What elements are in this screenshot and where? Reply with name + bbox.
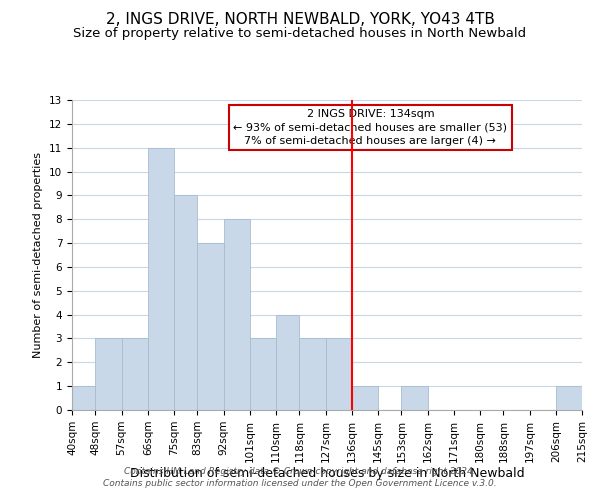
- Text: Contains HM Land Registry data © Crown copyright and database right 2024.
Contai: Contains HM Land Registry data © Crown c…: [103, 466, 497, 487]
- Bar: [352, 386, 378, 410]
- Bar: [326, 338, 352, 410]
- Bar: [148, 148, 174, 410]
- Text: Size of property relative to semi-detached houses in North Newbald: Size of property relative to semi-detach…: [73, 28, 527, 40]
- Bar: [250, 338, 276, 410]
- Text: 2 INGS DRIVE: 134sqm
← 93% of semi-detached houses are smaller (53)
7% of semi-d: 2 INGS DRIVE: 134sqm ← 93% of semi-detac…: [233, 110, 508, 146]
- Bar: [95, 338, 122, 410]
- Bar: [122, 338, 148, 410]
- Y-axis label: Number of semi-detached properties: Number of semi-detached properties: [34, 152, 43, 358]
- Bar: [299, 338, 326, 410]
- Bar: [276, 314, 299, 410]
- Bar: [197, 243, 224, 410]
- Bar: [556, 386, 582, 410]
- Bar: [72, 386, 95, 410]
- Bar: [224, 219, 250, 410]
- X-axis label: Distribution of semi-detached houses by size in North Newbald: Distribution of semi-detached houses by …: [130, 468, 524, 480]
- Bar: [174, 196, 197, 410]
- Bar: [401, 386, 428, 410]
- Text: 2, INGS DRIVE, NORTH NEWBALD, YORK, YO43 4TB: 2, INGS DRIVE, NORTH NEWBALD, YORK, YO43…: [106, 12, 494, 28]
